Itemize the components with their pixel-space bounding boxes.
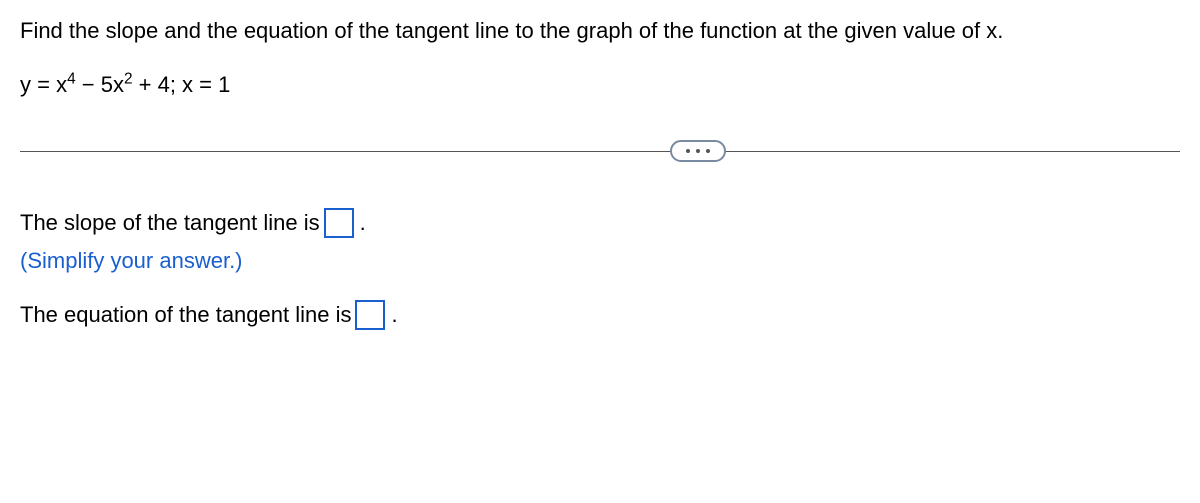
function-equation: y = x4 − 5x2 + 4; x = 1	[20, 72, 1180, 98]
eq-pre: y = x	[20, 72, 67, 97]
period: .	[391, 302, 397, 328]
equation-answer-line: The equation of the tangent line is .	[20, 300, 1180, 330]
period: .	[360, 210, 366, 236]
eq-mid1: − 5x	[76, 72, 124, 97]
slope-label: The slope of the tangent line is	[20, 210, 320, 236]
ellipsis-dot	[696, 149, 700, 153]
question-prompt: Find the slope and the equation of the t…	[20, 18, 1180, 44]
expand-button[interactable]	[670, 140, 726, 162]
horizontal-rule	[20, 151, 1180, 152]
equation-input[interactable]	[355, 300, 385, 330]
eq-sup1: 4	[67, 71, 76, 88]
eq-sup2: 2	[124, 71, 133, 88]
eq-post: + 4; x = 1	[133, 72, 231, 97]
simplify-hint: (Simplify your answer.)	[20, 248, 1180, 274]
ellipsis-dot	[706, 149, 710, 153]
divider-row	[20, 138, 1180, 164]
ellipsis-dot	[686, 149, 690, 153]
slope-input[interactable]	[324, 208, 354, 238]
equation-label: The equation of the tangent line is	[20, 302, 351, 328]
slope-answer-line: The slope of the tangent line is .	[20, 208, 1180, 238]
